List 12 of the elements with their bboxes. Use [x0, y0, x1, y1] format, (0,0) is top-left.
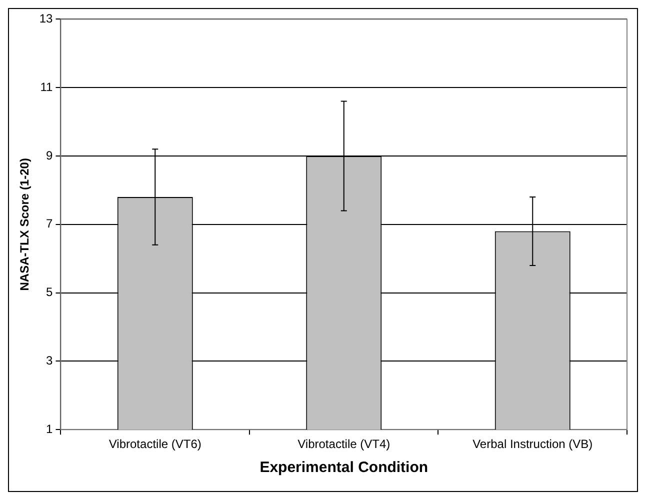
- y-tick-label: 7: [46, 216, 54, 231]
- y-tick-label: 11: [40, 80, 54, 94]
- x-tick-label: Vibrotactile (VT6): [108, 437, 202, 452]
- y-tick-label: 13: [39, 12, 54, 26]
- y-tick-label: 9: [46, 148, 54, 162]
- x-tick-label: Verbal Instruction (VB): [472, 437, 593, 452]
- y-axis-title: NASA-TLX Score (1-20): [18, 158, 32, 291]
- y-tick-label: 3: [46, 354, 54, 368]
- x-tick-label: Vibrotactile (VT4): [298, 437, 390, 452]
- y-tick-label: 1: [46, 422, 54, 436]
- x-axis-title: Experimental Condition: [260, 459, 428, 476]
- y-tick-label: 5: [46, 285, 54, 300]
